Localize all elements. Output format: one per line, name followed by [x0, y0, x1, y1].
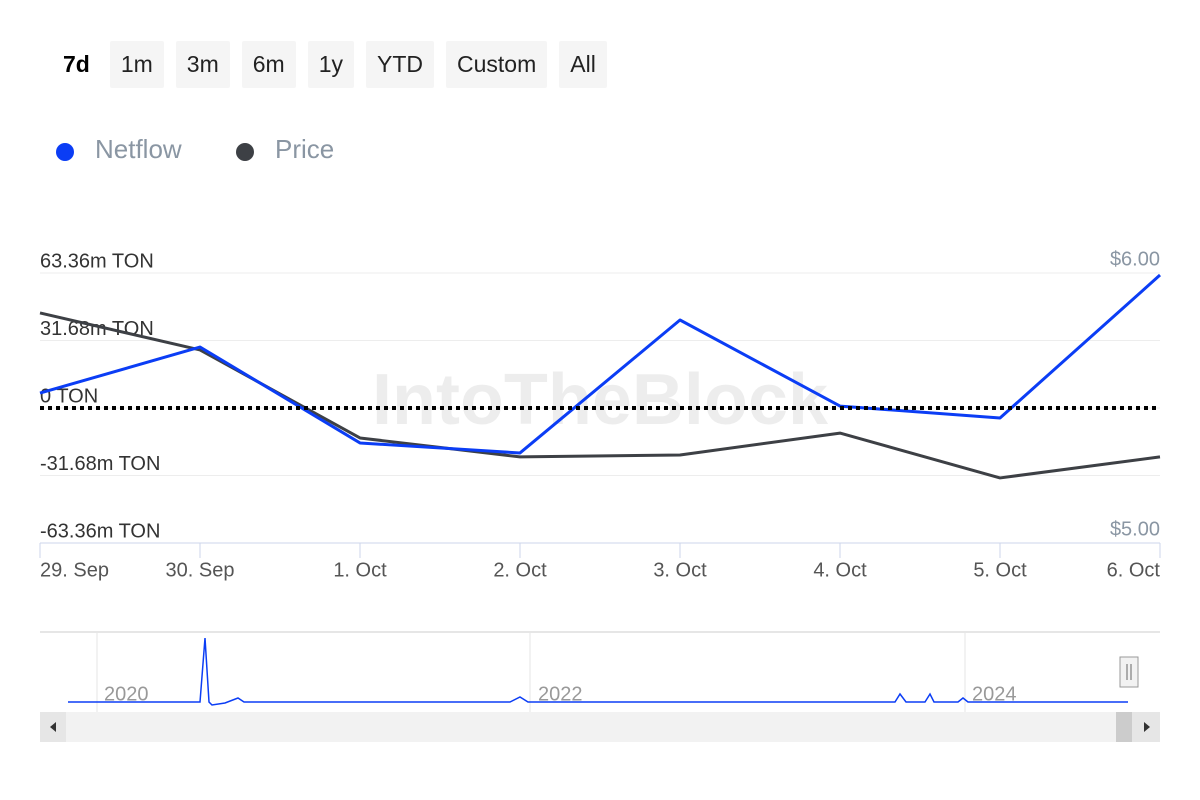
x-tick-label: 2. Oct: [493, 559, 547, 581]
navigator-series: [68, 637, 1128, 706]
legend-marker: [56, 143, 74, 161]
y2-tick-label: $5.00: [1110, 518, 1160, 540]
arrow: [1144, 722, 1150, 732]
range-button[interactable]: 3m: [175, 41, 230, 88]
x-tick-label: 1. Oct: [333, 559, 387, 581]
y-tick-label: -31.68m TON: [40, 453, 160, 475]
series-line: [39, 273, 1161, 455]
navigator: 2020 2022 2024: [40, 631, 1160, 742]
y-tick-label: 0 TON: [40, 385, 98, 407]
range-button[interactable]: YTD: [366, 41, 434, 88]
x-tick-label: 5. Oct: [973, 559, 1027, 581]
y2-tick-label: $6.00: [1110, 248, 1160, 270]
range-button[interactable]: 1y: [307, 41, 354, 88]
range-button[interactable]: All: [559, 41, 607, 88]
scrollbar-track[interactable]: [40, 712, 1160, 742]
range-button[interactable]: 7d: [63, 51, 90, 77]
y-tick-label: -63.36m TON: [40, 520, 160, 542]
navigator-handle[interactable]: [1119, 656, 1139, 688]
navigator-label: 2020: [104, 683, 149, 705]
x-tick-label: 3. Oct: [653, 559, 707, 581]
watermark: IntoTheBlock: [372, 360, 829, 440]
y-tick-label: 31.68m TON: [40, 318, 154, 340]
x-tick-label: 4. Oct: [813, 559, 867, 581]
x-tick-label: 30. Sep: [166, 559, 235, 581]
x-tick-label: 29. Sep: [40, 559, 109, 581]
x-tick-label: 6. Oct: [1107, 559, 1161, 581]
y-tick-label: 63.36m TON: [40, 250, 154, 272]
legend-label: Price: [275, 134, 334, 164]
range-button[interactable]: 1m: [109, 41, 164, 88]
range-button[interactable]: 6m: [241, 41, 296, 88]
navigator-label: 2022: [538, 683, 583, 705]
navigator-label: 2024: [972, 683, 1017, 705]
legend-label: Netflow: [95, 134, 182, 164]
legend-marker: [236, 143, 254, 161]
arrow: [50, 722, 56, 732]
range-selector: 7d 1m 3m 6m 1y YTD Custom All: [55, 41, 607, 88]
range-button[interactable]: Custom: [446, 41, 548, 88]
scrollbar-thumb[interactable]: [1116, 712, 1132, 742]
